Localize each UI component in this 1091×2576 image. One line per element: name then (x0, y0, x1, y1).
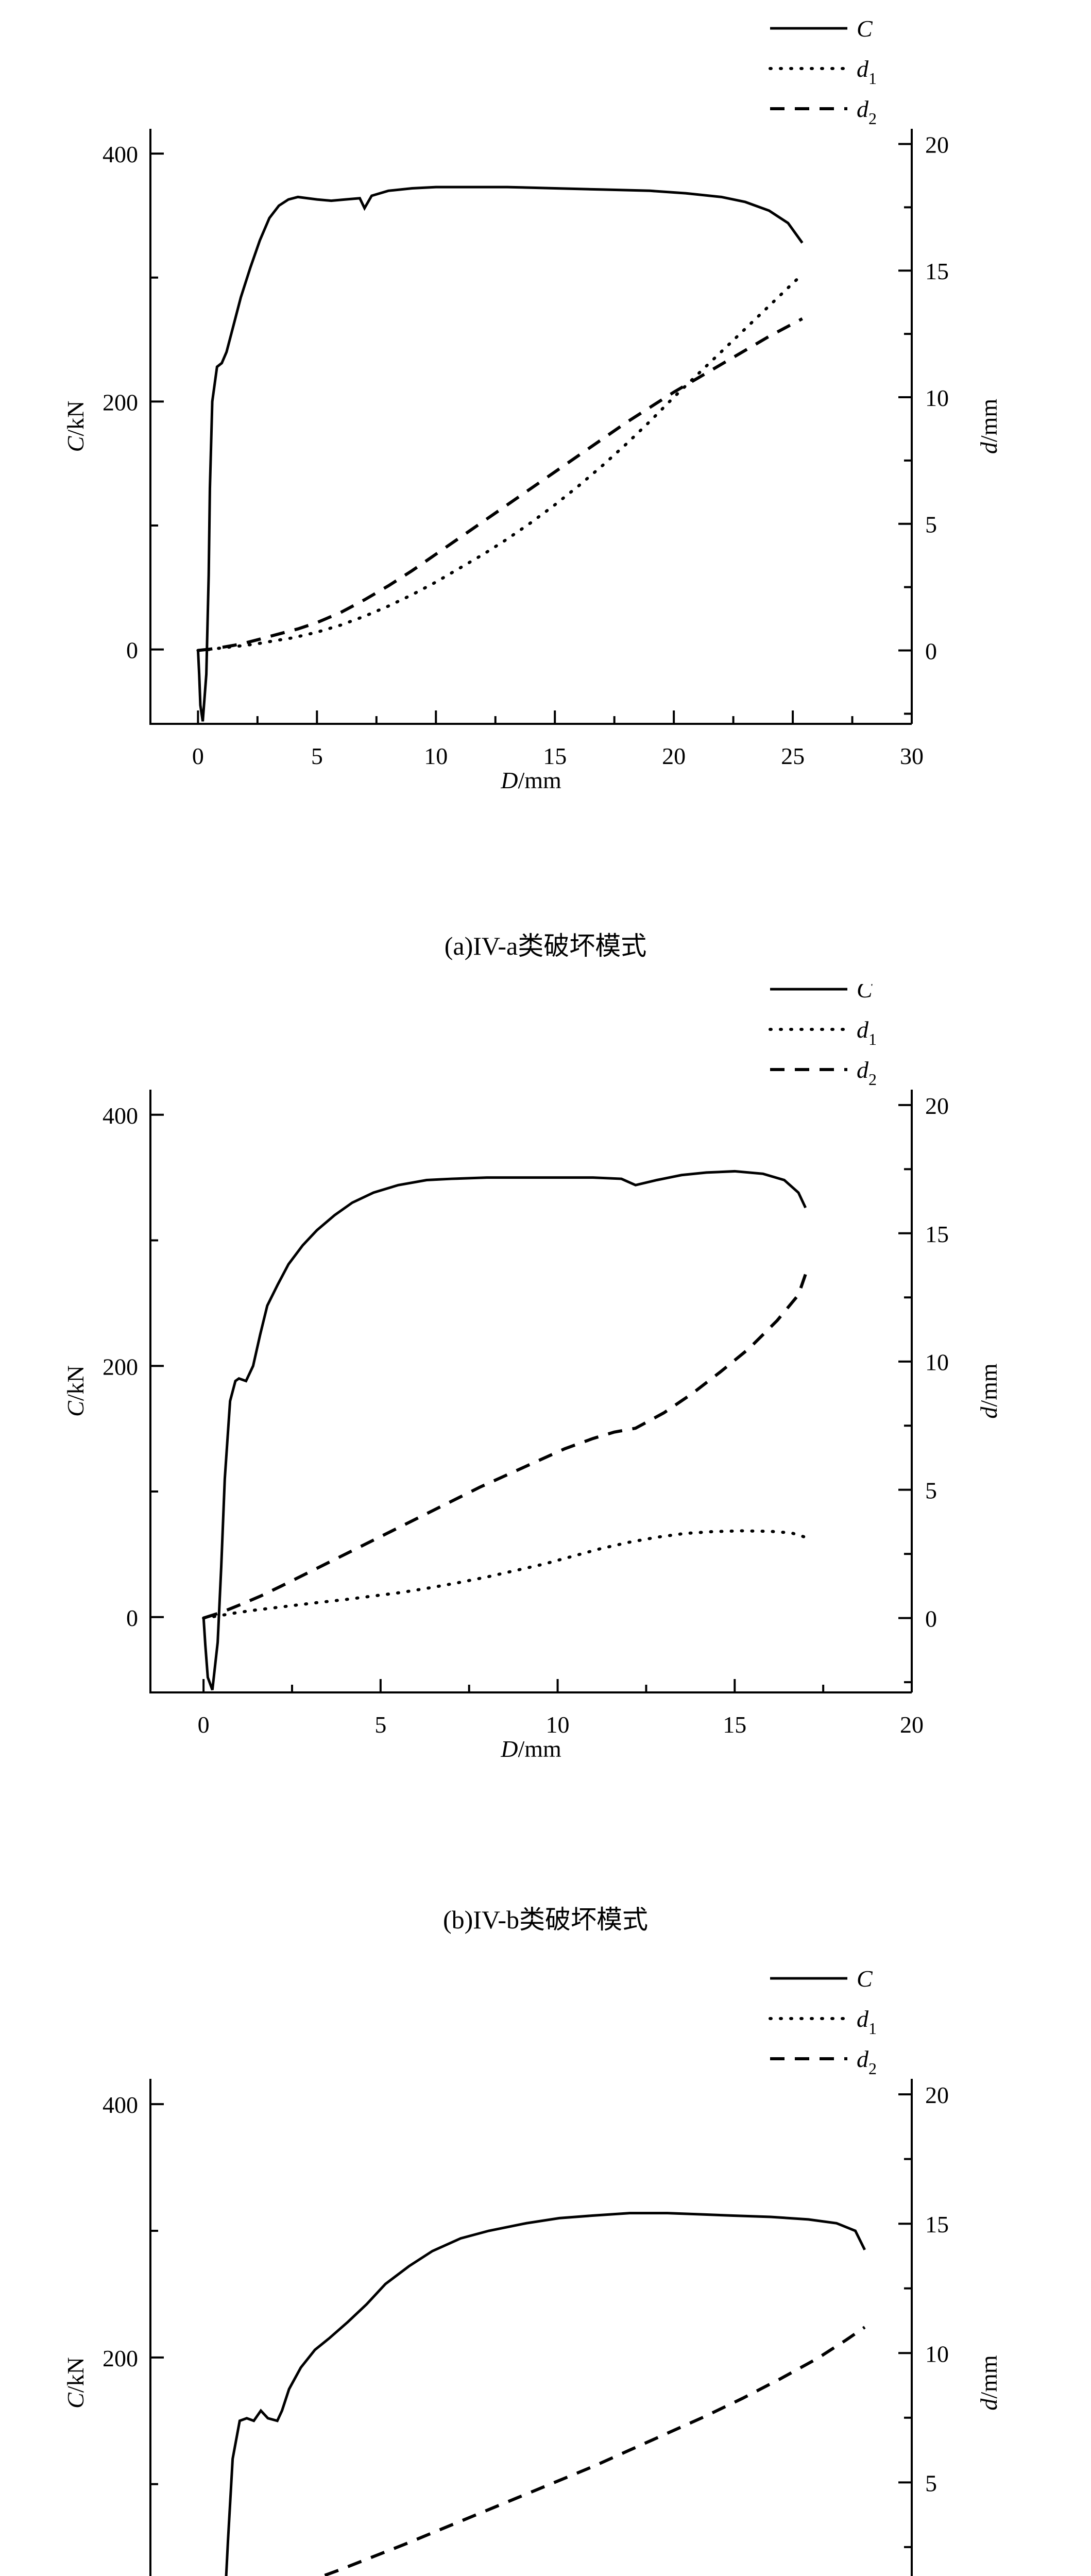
series-C-curve (196, 185, 804, 722)
y2-tick-label: 0 (925, 638, 937, 664)
x-tick-label: 20 (900, 1711, 924, 1738)
y2-tick-label: 10 (925, 385, 949, 411)
y-tick-label: 400 (103, 1103, 138, 1129)
y2-tick-label: 10 (925, 1349, 949, 1376)
y-tick-label: 0 (126, 1605, 138, 1631)
y-tick-label: 200 (103, 1353, 138, 1380)
x-tick-label: 0 (192, 743, 204, 769)
x-tick-label: 15 (543, 743, 567, 769)
y2-tick-label: 5 (925, 2470, 937, 2496)
y-axis-title: C/kN (62, 2357, 89, 2409)
y2-tick-label: 5 (925, 512, 937, 538)
y2-tick-label: 20 (925, 2082, 949, 2108)
x-tick-label: 10 (546, 1711, 570, 1738)
x-axis-title: D/mm (500, 767, 561, 793)
x-tick-label: 0 (198, 1711, 210, 1738)
x-axis-title: D/mm (500, 1736, 561, 1762)
y-tick-label: 200 (103, 2345, 138, 2371)
panel-caption-a: (a)IV-a类破坏模式 (444, 931, 647, 960)
x-tick-label: 5 (311, 743, 323, 769)
series-C-curve (225, 2212, 866, 2576)
series-d1-curve (202, 1529, 807, 1620)
chart-panel-c: 051015020040005101520D/mmC/kNd/mmCd1d2(c… (0, 1958, 1091, 2576)
y2-axis-title: d/mm (976, 2355, 1002, 2411)
legend-label-d1: d1 (857, 56, 877, 88)
plot-area-a: 0 5 10 15 20 25 30 0 200 400 0 5 10 15 20 D/mm C/kN d/mm C… (0, 0, 1091, 922)
y2-tick-label: 15 (925, 1221, 949, 1247)
x-tick-label: 25 (781, 743, 805, 769)
y-tick-label: 400 (103, 2092, 138, 2118)
legend-label-C: C (857, 1965, 873, 1992)
y-tick-label: 200 (103, 389, 138, 415)
y-axis-title: C/kN (62, 1365, 89, 1417)
axis-lines (149, 1090, 912, 1693)
legend-label-d2: d2 (857, 96, 877, 128)
y2-tick-label: 0 (925, 1606, 937, 1632)
series-d2-curve (318, 2326, 866, 2576)
x-tick-label: 10 (424, 743, 448, 769)
y2-axis-title: d/mm (976, 399, 1002, 454)
y2-tick-label: 20 (925, 131, 949, 158)
y-tick-label: 0 (126, 637, 138, 664)
series-C-curve (202, 1170, 807, 1690)
y2-tick-label: 5 (925, 1478, 937, 1504)
axis-lines (149, 2079, 151, 2576)
x-tick-label: 15 (723, 1711, 746, 1738)
legend-label-C: C (857, 984, 873, 1003)
chart-svg-a: 0 5 10 15 20 25 30 0 200 400 0 5 10 15 20 D/mm C/kN d/mm C… (62, 15, 1002, 793)
y-axis-title: C/kN (62, 401, 89, 452)
panel-caption-b: (b)IV-b类破坏模式 (442, 1905, 649, 1934)
axis-lines (149, 129, 912, 725)
y2-tick-label: 15 (925, 2211, 949, 2238)
legend-label-C: C (857, 15, 873, 42)
y2-tick-label: 15 (925, 258, 949, 284)
series-d2-curve (198, 317, 803, 652)
legend-label-d2: d2 (857, 1057, 877, 1089)
series-d1-curve (196, 273, 804, 652)
legend-label-d1: d1 (857, 1016, 877, 1048)
x-tick-label: 20 (662, 743, 686, 769)
series-d2-curve (203, 1274, 807, 1620)
y2-tick-label: 10 (925, 2341, 949, 2367)
chart-panel-a: 0 5 10 15 20 25 30 0 200 400 0 5 10 15 20 D/mm C/kN d/mm C… (0, 0, 1091, 984)
legend-label-d1: d1 (857, 2006, 877, 2038)
legend-label-d2: d2 (857, 2046, 877, 2078)
x-tick-label: 30 (900, 743, 924, 769)
y2-tick-label: 20 (925, 1093, 949, 1119)
y2-axis-title: d/mm (976, 1363, 1002, 1419)
y-tick-label: 400 (103, 141, 138, 167)
x-tick-label: 5 (374, 1711, 386, 1738)
